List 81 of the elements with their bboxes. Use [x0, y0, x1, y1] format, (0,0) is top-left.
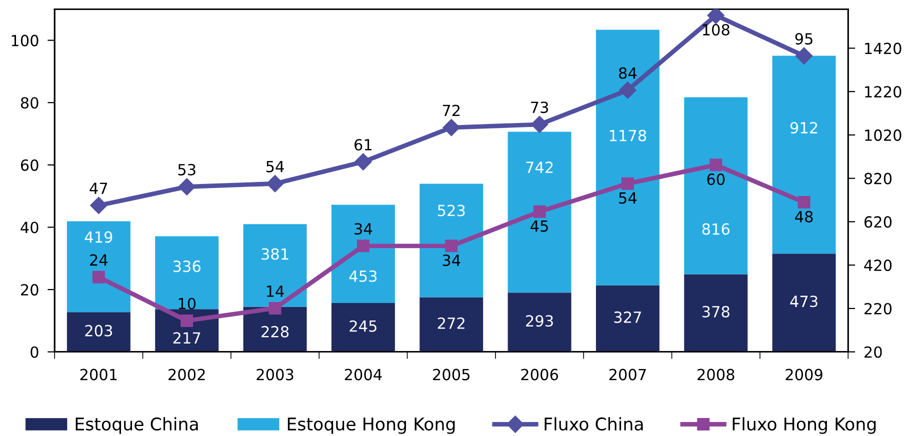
data-label: 473 — [790, 296, 818, 308]
data-label: 24 — [90, 254, 108, 266]
data-label: 381 — [262, 248, 288, 260]
point — [707, 9, 724, 24]
y-tick-label: 60 — [20, 159, 38, 171]
data-label: 336 — [173, 260, 200, 272]
point — [445, 240, 458, 252]
data-label: 453 — [349, 270, 377, 282]
point — [354, 153, 372, 170]
x-tick-label: 2008 — [698, 368, 734, 380]
y-tick-label: 80 — [20, 97, 38, 109]
point — [621, 177, 634, 190]
data-label: 108 — [702, 24, 730, 36]
point — [266, 175, 284, 192]
data-label: 48 — [795, 210, 813, 222]
data-label: 34 — [354, 223, 372, 235]
point — [178, 178, 196, 196]
data-label: 378 — [702, 306, 730, 318]
x-tick-label: 2001 — [80, 368, 117, 380]
data-label: 245 — [350, 320, 376, 332]
data-label: 203 — [85, 324, 112, 336]
y2-tick-label: 620 — [864, 216, 892, 228]
data-label: 72 — [442, 104, 460, 116]
point — [619, 82, 636, 99]
data-label: 912 — [790, 122, 818, 134]
legend-label: Fluxo Hong Kong — [732, 417, 876, 434]
y-tick-label: 40 — [20, 222, 38, 234]
point — [710, 158, 722, 172]
point — [180, 314, 194, 327]
legend-label: Estoque Hong Kong — [288, 418, 455, 434]
data-label: 272 — [438, 317, 464, 329]
point — [442, 118, 460, 136]
data-label: 54 — [619, 192, 637, 204]
x-tick-label: 2003 — [256, 368, 294, 380]
data-label: 14 — [266, 286, 284, 297]
data-label: 742 — [526, 162, 553, 173]
data-label: 61 — [354, 138, 372, 151]
data-label: 816 — [702, 223, 730, 235]
x-tick-label: 2007 — [609, 368, 646, 380]
data-label: 47 — [90, 182, 108, 194]
y-tick-label: 20 — [21, 284, 38, 296]
point — [530, 116, 548, 133]
x-tick-label: 2009 — [786, 368, 822, 380]
point — [798, 196, 810, 209]
y2-tick-label: 420 — [864, 260, 892, 272]
data-label: 54 — [266, 160, 284, 172]
point — [268, 302, 282, 314]
x-tick-label: 2006 — [521, 368, 558, 380]
point — [90, 196, 108, 214]
point — [533, 205, 546, 218]
data-label: 419 — [84, 231, 112, 243]
y-tick-label: 0 — [30, 346, 38, 358]
point — [92, 270, 105, 284]
y2-tick-label: 220 — [864, 302, 892, 314]
data-label: 327 — [614, 311, 641, 323]
point — [356, 240, 370, 252]
data-label: 84 — [619, 67, 637, 79]
data-label: 217 — [173, 332, 200, 344]
data-label: 523 — [438, 204, 465, 216]
legend-label: Fluxo China — [544, 417, 643, 431]
y2-tick-label: 1220 — [865, 86, 902, 98]
y2-tick-label: 20 — [864, 346, 882, 358]
data-label: 53 — [178, 164, 196, 176]
point — [795, 47, 813, 64]
x-tick-label: 2005 — [433, 368, 470, 380]
data-label: 228 — [262, 326, 289, 338]
y2-tick-label: 820 — [864, 172, 892, 184]
data-label: 60 — [707, 174, 725, 186]
legend-label: Estoque China — [76, 417, 198, 434]
y2-tick-label: 1420 — [865, 42, 902, 54]
y-tick-label: 100 — [12, 34, 38, 46]
data-label: 95 — [795, 33, 812, 45]
data-label: 34 — [442, 254, 460, 266]
data-label: 45 — [530, 220, 548, 232]
data-label: 293 — [526, 315, 553, 327]
data-label: 10 — [178, 298, 196, 310]
y2-tick-label: 1020 — [865, 129, 902, 141]
data-label: 73 — [531, 102, 548, 114]
x-tick-label: 2002 — [168, 368, 205, 380]
x-tick-label: 2004 — [344, 368, 382, 380]
data-label: 1178 — [610, 130, 646, 142]
